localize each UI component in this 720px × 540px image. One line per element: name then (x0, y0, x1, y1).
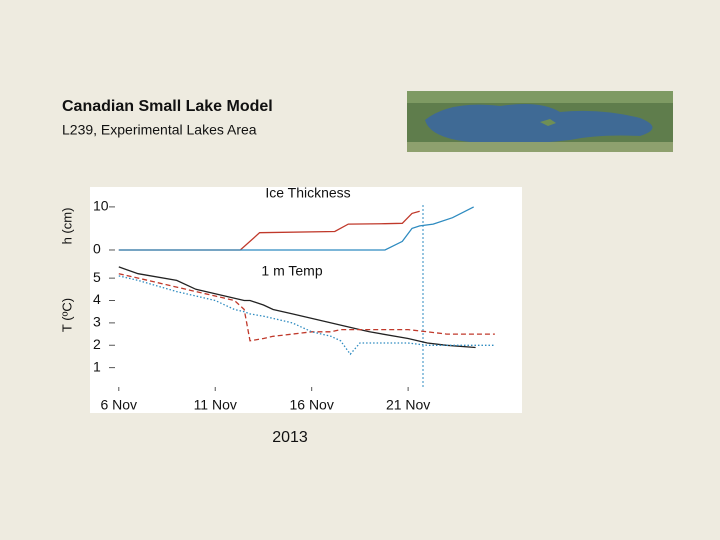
chart-title: 1 m Temp (261, 263, 322, 279)
y-axis-label: T (ºC) (59, 298, 74, 332)
x-tick-label: 11 Nov (194, 397, 237, 413)
x-tick-label: 21 Nov (386, 397, 430, 413)
data-line (118, 266, 476, 349)
data-line (118, 206, 474, 251)
y-tick-label: 0 (93, 241, 101, 257)
data-line (118, 273, 495, 342)
plot-background (90, 187, 522, 413)
slide-subtitle: L239, Experimental Lakes Area (62, 122, 257, 138)
y-tick-label: 5 (93, 269, 101, 285)
lake-photo (407, 91, 673, 152)
x-tick-label: 6 Nov (100, 397, 137, 413)
y-tick-label: 2 (93, 336, 101, 352)
y-tick-label: 10 (93, 198, 109, 214)
y-tick-label: 3 (93, 314, 101, 330)
slide-title: Canadian Small Lake Model (62, 98, 273, 115)
x-tick-label: 16 Nov (289, 397, 333, 413)
y-axis-label: h (cm) (59, 208, 74, 245)
y-tick-label: 4 (93, 291, 101, 307)
data-line (118, 210, 420, 251)
chart-title: Ice Thickness (265, 185, 350, 201)
x-axis-label: 2013 (272, 429, 308, 446)
y-tick-label: 1 (93, 358, 101, 374)
